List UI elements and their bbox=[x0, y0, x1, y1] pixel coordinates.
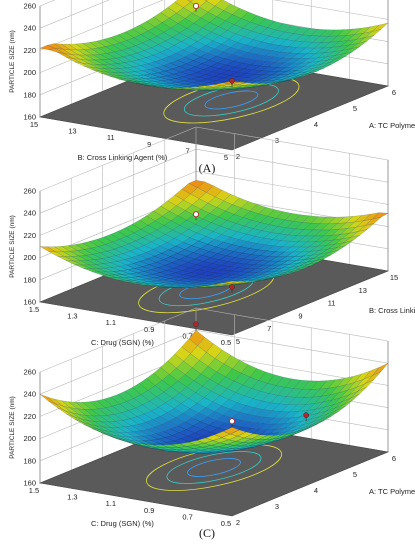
surface-cell bbox=[204, 0, 208, 2]
surface-cell bbox=[223, 280, 240, 284]
z-tick-label: 220 bbox=[23, 412, 36, 421]
z-tick-label: 160 bbox=[23, 113, 36, 122]
design-point-below bbox=[192, 211, 200, 218]
surface-panel-2: 260 240 220 200 180 160 PARTICLE SIZE (nm) 5 7 9 1… bbox=[9, 126, 415, 356]
z-tick-label: 180 bbox=[23, 456, 36, 465]
x-axis-label: A: TC Polymer (%) bbox=[369, 121, 415, 130]
z-tick-label: 260 bbox=[23, 187, 36, 196]
y-tick-label: 1.3 bbox=[67, 493, 77, 502]
z-tick-label: 200 bbox=[23, 68, 36, 77]
z-axis-label: PARTICLE SIZE (nm) bbox=[9, 396, 16, 459]
x-axis-label: A: TC Polymer (%) bbox=[369, 487, 415, 496]
design-point-above bbox=[193, 321, 199, 328]
response-surface bbox=[39, 0, 389, 91]
x-tick-label: 5 bbox=[353, 104, 357, 113]
y-tick-label: 9 bbox=[147, 140, 151, 149]
z-tick-label: 260 bbox=[23, 368, 36, 377]
z-gridline bbox=[39, 0, 389, 51]
x-tick-label: 13 bbox=[359, 286, 367, 295]
z-tick-label: 240 bbox=[23, 209, 36, 218]
y-tick-label: 1.5 bbox=[29, 305, 39, 314]
y-tick-label: 15 bbox=[30, 120, 38, 129]
z-tick-label: 220 bbox=[23, 231, 36, 240]
y-tick-label: 0.7 bbox=[182, 331, 192, 340]
z-axis-label: PARTICLE SIZE (nm) bbox=[9, 30, 16, 93]
response-surface bbox=[39, 180, 389, 288]
x-tick-label: 5 bbox=[353, 470, 357, 479]
x-tick-label: 4 bbox=[314, 486, 318, 495]
x-axis-label: B: Cross Linking Agent (%) bbox=[369, 306, 415, 315]
y-tick-label: 1.3 bbox=[67, 312, 77, 321]
z-tick-label: 220 bbox=[23, 46, 36, 55]
x-tick-label: 4 bbox=[314, 120, 318, 129]
z-tick-label: 200 bbox=[23, 434, 36, 443]
y-tick-label: 0.7 bbox=[182, 512, 192, 521]
z-tick-label: 200 bbox=[23, 253, 36, 262]
response-surface bbox=[39, 330, 389, 454]
z-gridline bbox=[39, 0, 110, 29]
surface-cell bbox=[187, 0, 194, 3]
y-tick-label: 7 bbox=[186, 146, 190, 155]
x-tick-label: 5 bbox=[236, 337, 240, 346]
x-tick-label: 11 bbox=[328, 299, 336, 308]
surface-cell bbox=[222, 427, 240, 435]
floor-contour-line bbox=[187, 458, 241, 477]
y-tick-label: 0.9 bbox=[144, 325, 154, 334]
y-tick-label: 1.1 bbox=[106, 499, 116, 508]
x-tick-label: 3 bbox=[275, 136, 279, 145]
z-tick-label: 260 bbox=[23, 2, 36, 11]
x-tick-label: 15 bbox=[390, 273, 398, 282]
surface-panel-3: 260 240 220 200 180 160 PARTICLE SIZE (nm) 2 3 4 5… bbox=[9, 307, 415, 540]
design-point-above bbox=[303, 412, 310, 419]
y-tick-label: 1.5 bbox=[29, 486, 39, 495]
y-tick-label: 0.5 bbox=[221, 519, 231, 528]
design-point-below bbox=[228, 418, 236, 425]
y-tick-label: 0.9 bbox=[144, 506, 154, 515]
z-tick-label: 160 bbox=[23, 298, 36, 307]
z-tick-label: 240 bbox=[23, 24, 36, 33]
x-tick-label: 6 bbox=[392, 88, 396, 97]
design-point-below bbox=[192, 2, 200, 9]
design-point-above bbox=[229, 77, 235, 84]
x-tick-label: 2 bbox=[236, 518, 240, 527]
z-tick-label: 240 bbox=[23, 390, 36, 399]
floor-contour-line bbox=[204, 90, 259, 110]
y-tick-label: 13 bbox=[68, 127, 76, 136]
x-tick-label: 7 bbox=[267, 324, 271, 333]
x-tick-label: 3 bbox=[275, 502, 279, 511]
z-tick-label: 180 bbox=[23, 90, 36, 99]
panel-label: (C) bbox=[199, 526, 215, 540]
x-tick-label: 9 bbox=[298, 311, 302, 320]
panel-label: (A) bbox=[199, 161, 216, 175]
y-tick-label: 0.5 bbox=[221, 338, 231, 347]
y-axis-label: C: Drug (SGN) (%) bbox=[91, 338, 154, 347]
x-tick-label: 6 bbox=[392, 454, 396, 463]
design-point-above bbox=[229, 283, 235, 290]
z-tick-label: 160 bbox=[23, 479, 36, 488]
z-axis-label: PARTICLE SIZE (nm) bbox=[9, 215, 16, 278]
y-tick-label: 5 bbox=[224, 153, 228, 162]
y-tick-label: 1.1 bbox=[106, 318, 116, 327]
floor-contour-line bbox=[166, 451, 262, 484]
y-axis-label: C: Drug (SGN) (%) bbox=[91, 519, 154, 528]
y-tick-label: 11 bbox=[107, 133, 115, 142]
z-tick-label: 180 bbox=[23, 275, 36, 284]
